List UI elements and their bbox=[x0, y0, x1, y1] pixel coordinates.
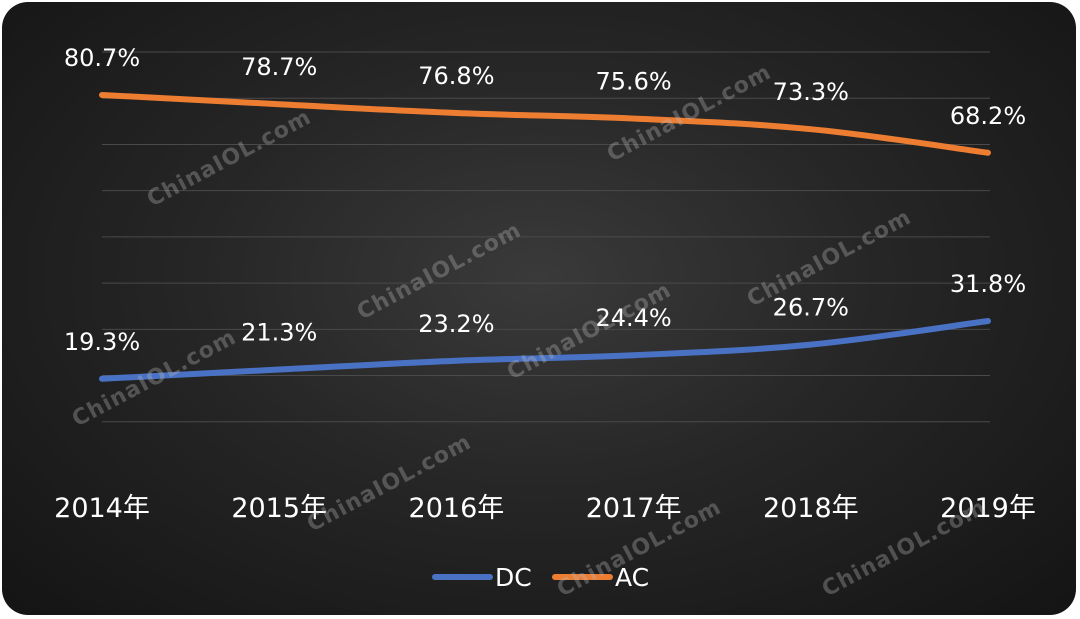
data-label-dc: 26.7% bbox=[773, 294, 849, 322]
data-label-ac: 75.6% bbox=[595, 68, 671, 96]
watermark-text: ChinaIOL.com bbox=[143, 105, 316, 213]
data-label-dc: 31.8% bbox=[950, 270, 1026, 298]
legend: DC AC bbox=[432, 563, 649, 592]
series-line-ac bbox=[99, 91, 991, 156]
series-line-dc bbox=[99, 318, 991, 382]
x-tick-label: 2019年 bbox=[940, 493, 1036, 524]
data-labels: 19.3% 21.3% 23.2% 24.4% 26.7% 31.8% 80.7% 78.7%… bbox=[64, 44, 1026, 356]
data-label-ac: 68.2% bbox=[950, 102, 1026, 130]
gridlines bbox=[102, 51, 990, 423]
data-label-dc: 24.4% bbox=[595, 304, 671, 332]
legend-label-ac: AC bbox=[615, 563, 649, 592]
data-label-ac: 73.3% bbox=[773, 78, 849, 106]
x-tick-label: 2014年 bbox=[54, 493, 150, 524]
data-label-ac: 76.8% bbox=[418, 62, 494, 90]
data-label-ac: 78.7% bbox=[241, 53, 317, 81]
data-label-dc: 19.3% bbox=[64, 328, 140, 356]
data-label-dc: 23.2% bbox=[418, 310, 494, 338]
x-tick-label: 2016年 bbox=[409, 493, 505, 524]
legend-label-dc: DC bbox=[495, 563, 532, 592]
x-tick-label: 2018年 bbox=[763, 493, 859, 524]
x-tick-label: 2015年 bbox=[231, 493, 327, 524]
series-lines bbox=[99, 91, 991, 382]
data-label-ac: 80.7% bbox=[64, 44, 140, 72]
x-axis-ticks: 2014年 2015年 2016年 2017年 2018年 2019年 bbox=[54, 493, 1036, 524]
x-tick-label: 2017年 bbox=[586, 493, 682, 524]
data-label-dc: 21.3% bbox=[241, 319, 317, 347]
